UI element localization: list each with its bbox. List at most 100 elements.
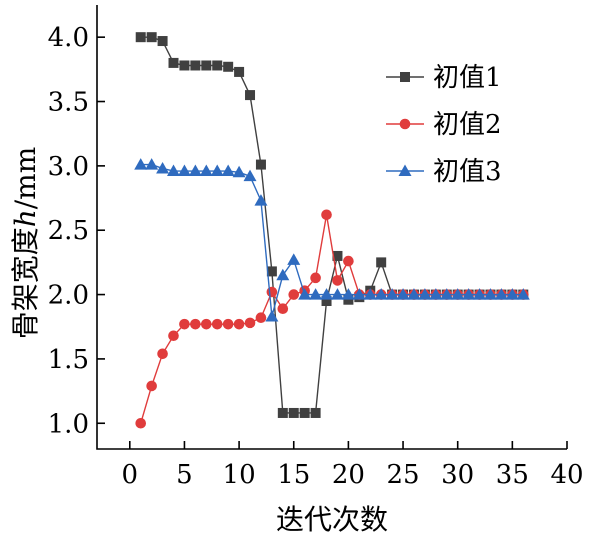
data-point — [516, 288, 530, 300]
y-axis-title-unit: /mm — [9, 147, 42, 210]
series-2 — [135, 209, 529, 429]
series-line — [140, 36, 524, 414]
data-point — [211, 318, 223, 330]
data-point — [277, 303, 289, 315]
data-point — [429, 288, 443, 300]
y-tick-label: 1.0 — [48, 409, 89, 439]
y-tick-label: 2.0 — [48, 281, 89, 311]
y-axis-title-prefix: 骨架宽度 — [9, 227, 42, 339]
data-point — [288, 407, 299, 418]
data-point — [222, 318, 234, 330]
y-tick-label: 3.5 — [48, 88, 89, 118]
data-point — [190, 318, 201, 330]
data-point — [343, 294, 354, 305]
data-point — [343, 255, 354, 267]
legend-marker — [400, 72, 410, 82]
data-point — [135, 417, 147, 429]
data-point — [310, 272, 321, 284]
data-point — [494, 288, 508, 300]
data-point — [146, 32, 157, 43]
data-point — [179, 60, 190, 71]
data-point — [255, 159, 266, 170]
series-3 — [134, 158, 530, 322]
data-point — [330, 288, 344, 300]
y-tick-label: 1.5 — [48, 345, 89, 375]
data-point — [212, 60, 223, 71]
y-tick-label: 3.0 — [48, 152, 89, 182]
data-point — [321, 296, 332, 306]
data-point — [385, 288, 399, 300]
series-line — [140, 214, 524, 424]
data-point — [145, 158, 159, 170]
data-point — [505, 288, 519, 300]
x-tick-label: 35 — [496, 460, 529, 490]
x-tick-label: 10 — [223, 460, 256, 490]
data-point — [146, 380, 157, 392]
y-tick-label: 4.0 — [48, 23, 89, 53]
data-point — [396, 288, 410, 300]
data-point — [168, 57, 179, 68]
legend-label: 初值2 — [433, 110, 502, 140]
data-point — [210, 164, 224, 177]
data-point — [451, 288, 465, 300]
legend-label: 初值1 — [433, 63, 502, 93]
data-point — [232, 165, 246, 178]
data-point — [363, 288, 377, 300]
data-point — [201, 318, 212, 330]
data-point — [287, 253, 301, 265]
data-point — [309, 288, 323, 300]
data-point — [299, 407, 310, 418]
legend-item-3: 初值3 — [386, 157, 502, 187]
data-point — [266, 286, 278, 298]
data-point — [288, 289, 300, 300]
data-point — [276, 268, 290, 281]
data-point — [310, 407, 321, 418]
data-point — [167, 164, 181, 177]
axes: 0 5 10 15 20 25 30 35 40 1.0 1.5 2.0 2.5 3.0 3.5 4.0 — [48, 5, 584, 490]
data-point — [483, 288, 497, 300]
y-axis-title: 骨架宽度h/mm — [9, 147, 42, 340]
data-point — [332, 275, 343, 286]
data-point — [221, 164, 235, 177]
legend-item-1: 初值1 — [386, 63, 502, 93]
x-axis-title: 迭代次数 — [276, 503, 388, 536]
y-axis-title-variable: h — [9, 209, 42, 227]
series-layer — [134, 32, 530, 429]
data-point — [179, 318, 190, 330]
data-point — [134, 158, 148, 170]
data-point — [201, 60, 212, 71]
data-point — [199, 164, 213, 177]
data-point — [244, 317, 256, 329]
legend-marker — [399, 118, 411, 130]
data-point — [233, 318, 245, 330]
data-point — [266, 266, 277, 277]
data-point — [418, 288, 432, 300]
data-point — [341, 288, 355, 300]
data-point — [234, 66, 245, 77]
data-point — [277, 407, 288, 418]
x-tick-label: 5 — [176, 460, 193, 490]
data-point — [462, 288, 476, 300]
data-point — [440, 288, 454, 300]
x-tick-label: 0 — [122, 460, 139, 490]
data-point — [157, 348, 168, 360]
data-point — [135, 32, 146, 43]
y-tick-label: 2.5 — [48, 216, 89, 246]
axis-spines — [96, 5, 567, 450]
data-point — [255, 312, 267, 324]
data-point — [332, 250, 343, 261]
data-point — [188, 164, 202, 177]
data-point — [376, 257, 387, 268]
data-point — [265, 309, 279, 322]
x-tick-label: 25 — [386, 460, 419, 490]
data-point — [320, 288, 334, 300]
x-tick-label: 30 — [441, 460, 474, 490]
legend: 初值1 初值2 初值3 — [386, 63, 502, 187]
data-point — [168, 330, 179, 342]
data-point — [177, 164, 191, 177]
legend-marker — [398, 164, 412, 176]
data-point — [190, 60, 201, 71]
x-tick-label: 20 — [332, 460, 365, 490]
